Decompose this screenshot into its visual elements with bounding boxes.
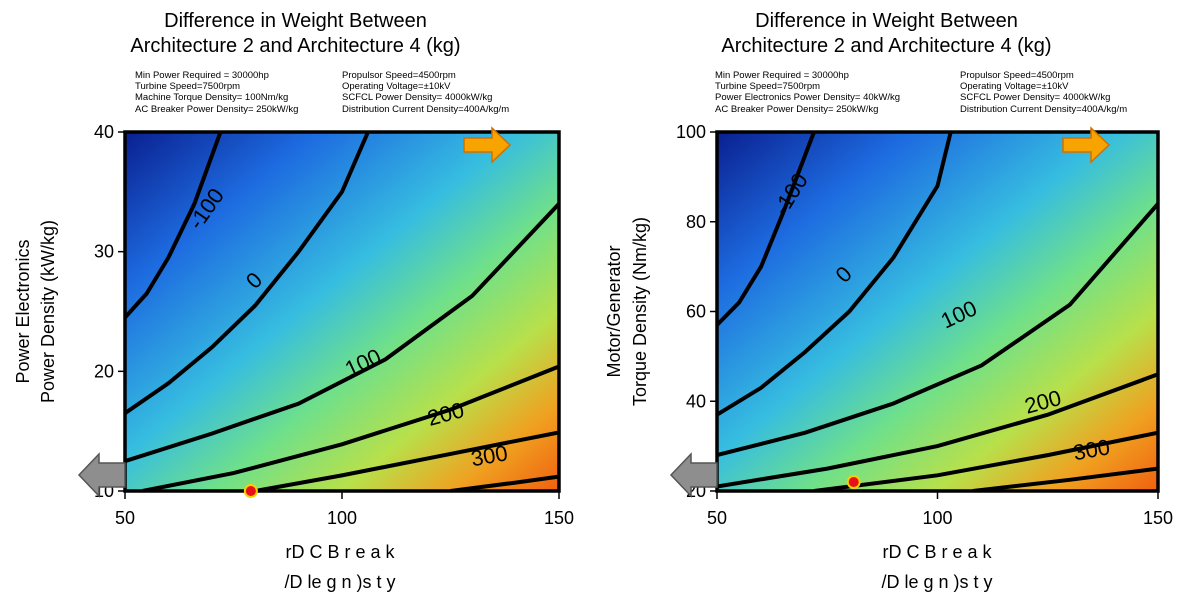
y-tick-label: 40	[686, 391, 706, 411]
x-tick-label: 150	[1143, 508, 1173, 528]
x-tick-label: 150	[544, 508, 574, 528]
param-text: Power Electronics Power Density= 40kW/kg	[715, 92, 901, 104]
contour-line-extra	[972, 466, 1158, 491]
params-column-1: Min Power Required = 30000hp Turbine Spe…	[135, 70, 298, 115]
y-axis-label-line1: Power Electronics	[13, 239, 33, 383]
y-tick-label: 80	[686, 212, 706, 232]
left-arrow-icon	[77, 452, 126, 498]
chart-panel-left: Difference in Weight Between Architectur…	[13, 10, 574, 592]
contour-line-extra	[450, 474, 559, 491]
y-tick-label: 40	[94, 122, 114, 142]
param-text: Propulsor Speed=4500rpm	[342, 70, 456, 81]
contour-lines	[717, 132, 1158, 491]
param-text: Min Power Required = 30000hp	[135, 70, 269, 81]
right-arrow-icon	[1062, 126, 1111, 164]
chart-title-line2: Architecture 2 and Architecture 4 (kg)	[130, 35, 461, 57]
x-axis-label-line1: rD C B r e a k	[285, 542, 395, 562]
chart-title-line1: Difference in Weight Between	[755, 10, 1018, 32]
contour-line-100	[717, 202, 1158, 458]
contour-line-300	[254, 430, 559, 491]
param-text: Turbine Speed=7500rpm	[135, 81, 241, 93]
heatmap-background	[125, 132, 559, 491]
param-text: AC Breaker Power Density= 250kW/kg	[715, 103, 879, 115]
param-text: Machine Torque Density= 100Nm/kg	[135, 92, 289, 104]
contour-line-200	[717, 372, 1158, 489]
design-point-marker	[846, 475, 861, 490]
param-text: SCFCL Power Density= 4000kW/kg	[960, 92, 1111, 104]
params-column-2: Propulsor Speed=4500rpm Operating Voltag…	[960, 70, 1127, 115]
y-tick-label: 30	[94, 242, 114, 262]
param-text: Distribution Current Density=400A/kg/m	[960, 103, 1128, 115]
y-axis-label-line2: Torque Density (Nm/kg)	[630, 217, 650, 406]
params-column-2: Propulsor Speed=4500rpm Operating Voltag…	[342, 70, 509, 115]
contour-line-100	[125, 202, 559, 464]
contour-line-0	[125, 132, 370, 415]
x-tick-label: 50	[707, 508, 727, 528]
param-text: Distribution Current Density=400A/kg/m	[342, 103, 510, 115]
chart-title-line2: Architecture 2 and Architecture 4 (kg)	[721, 35, 1052, 57]
param-text: Operating Voltage=±10kV	[960, 81, 1069, 93]
x-tick-label: 100	[327, 508, 357, 528]
contour-line--100	[125, 132, 223, 319]
y-tick-label: 20	[94, 361, 114, 381]
param-text: Min Power Required = 30000hp	[715, 70, 849, 81]
param-text: Propulsor Speed=4500rpm	[960, 70, 1074, 81]
chart-panel-right: Difference in Weight Between Architectur…	[591, 0, 1182, 597]
param-text: AC Breaker Power Density= 250kW/kg	[135, 103, 299, 115]
contour-lines	[125, 132, 559, 491]
y-axis-label-line2: Power Density (kW/kg)	[38, 220, 58, 403]
x-tick-label: 50	[115, 508, 135, 528]
x-axis-label-line2: /D le g n )s t y	[881, 572, 992, 592]
param-text: Turbine Speed=7500rpm	[715, 81, 821, 93]
x-axis-label-line1: rD C B r e a k	[882, 542, 992, 562]
left-arrow-icon	[669, 452, 718, 498]
contour-line-200	[142, 364, 559, 491]
contour-line-0	[717, 132, 953, 417]
right-arrow-icon	[463, 126, 512, 164]
y-tick-label: 100	[676, 122, 706, 142]
param-text: SCFCL Power Density= 4000kW/kg	[342, 92, 493, 104]
design-point-marker	[243, 484, 258, 498]
y-axis-label-line1: Motor/Generator	[604, 245, 624, 377]
params-column-1: Min Power Required = 30000hp Turbine Spe…	[715, 70, 900, 115]
x-tick-label: 100	[922, 508, 952, 528]
param-text: Operating Voltage=±10kV	[342, 81, 451, 93]
contour-line--100	[717, 132, 816, 327]
contour-line-300	[813, 430, 1158, 491]
x-axis-label-line2: /D le g n )s t y	[284, 572, 395, 592]
chart-title-line1: Difference in Weight Between	[164, 10, 427, 32]
y-tick-label: 60	[686, 302, 706, 322]
